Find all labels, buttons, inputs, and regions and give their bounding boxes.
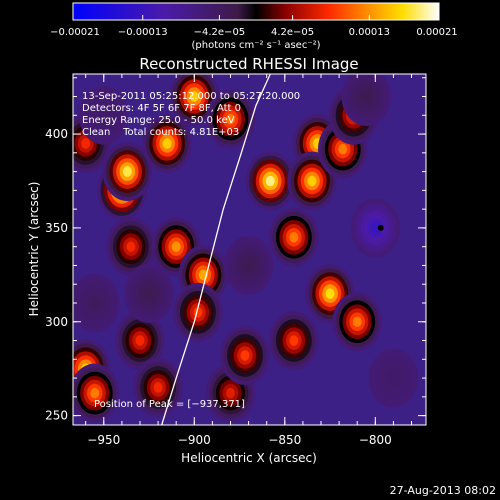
peak-position-label: Position of Peak = [−937,371] (94, 399, 245, 410)
heatmap-contour (90, 387, 100, 399)
heatmap-peak (124, 264, 174, 324)
heatmap-contour (171, 241, 181, 252)
heatmap-contour (307, 175, 317, 187)
colorbar-tick-label: 0.00013 (349, 27, 390, 38)
heatmap-contour (338, 143, 348, 155)
annotation-counts: Clean Total counts: 4.81E+03 (82, 127, 239, 138)
heatmap-peak (341, 74, 391, 126)
heatmap-peak (245, 151, 296, 211)
heatmap-contour (361, 91, 371, 102)
heatmap-peak (368, 348, 419, 408)
heatmap-peak (220, 326, 270, 385)
solar-limb-curve (161, 74, 271, 425)
heatmap-peak (102, 142, 153, 202)
y-axis-label: Heliocentric Y (arcsec) (27, 182, 41, 317)
heatmap-contour (126, 241, 136, 252)
y-tick-label: 250 (45, 409, 68, 423)
heatmap-contour (388, 372, 398, 384)
heatmap-peak (73, 273, 120, 333)
heatmap-contour (226, 113, 235, 125)
heatmap-contour (81, 138, 91, 149)
heatmap-contour (162, 138, 172, 149)
heatmap-peak (350, 198, 401, 258)
colorbar-tick-label: −4.2e−05 (194, 27, 246, 38)
heatmap-peak (106, 217, 156, 277)
colorbar-tick-label: 0.00021 (416, 27, 457, 38)
heatmap-contour (289, 232, 299, 243)
heatmap-peak (133, 358, 183, 417)
plot-frame (72, 73, 427, 426)
heatmap-peak (269, 311, 319, 370)
heatmap-contour (240, 350, 250, 361)
heatmap-blobs (73, 74, 419, 423)
colorbar-tick-label: 4.2e−05 (271, 27, 314, 38)
heatmap-contour (122, 166, 132, 177)
chart-title: Reconstructed RHESSI Image (139, 55, 358, 73)
heatmap-contour (265, 175, 275, 187)
heatmap-contour (99, 109, 109, 121)
heatmap-contour (325, 288, 335, 299)
y-tick-label: 400 (45, 127, 68, 141)
heatmap-peak (269, 207, 319, 267)
heatmap-peak (79, 85, 129, 145)
annotation-energy-range: Energy Range: 25.0 - 50.0 keV (82, 115, 235, 126)
heatmap-contour (90, 297, 100, 309)
annotation-detectors: Detectors: 4F 5F 6F 7F 8F, Att 0 (82, 103, 241, 114)
heatmap-peak (223, 236, 274, 295)
colorbar-tick-label: −0.00021 (50, 27, 100, 38)
axes: −950 −900 −850 −800 250 300 350 400 (45, 74, 426, 447)
colorbar-units-label: (photons cm⁻² s⁻¹ asec⁻²) (191, 40, 320, 51)
x-tick-label: −850 (268, 433, 301, 447)
heatmap-peak (73, 363, 120, 423)
heatmap-peak (115, 311, 165, 370)
x-tick-label: −950 (87, 433, 120, 447)
heatmap-peak (173, 282, 223, 342)
heatmap-contour (352, 316, 362, 328)
heatmap-contour (189, 91, 199, 102)
y-tick-label: 350 (45, 221, 68, 235)
heatmap-contour (153, 382, 163, 393)
heatmap-peak (205, 89, 256, 149)
x-tick-label: −800 (359, 433, 392, 447)
peak-marker (377, 224, 384, 231)
heatmap-contour (370, 222, 380, 234)
heatmap-contour (244, 260, 254, 271)
colorbar (72, 2, 440, 21)
colorbar-tick-label: −0.00013 (118, 27, 168, 38)
heatmap-contour (144, 288, 154, 299)
x-tick-label: −900 (178, 433, 211, 447)
heatmap-peak (142, 114, 192, 173)
footer-timestamp: 27-Aug-2013 08:02 (390, 484, 496, 497)
heatmap-peak (332, 292, 382, 352)
annotation-time-range: 13-Sep-2011 05:25:12.000 to 05:27:20.000 (82, 91, 300, 102)
y-tick-label: 300 (45, 315, 68, 329)
heatmap-contour (226, 387, 235, 399)
colorbar-ticks: −0.00021 −0.00013 −4.2e−05 4.2e−05 0.00013 0.… (50, 15, 458, 38)
x-axis-label: Heliocentric X (arcsec) (181, 451, 317, 465)
heatmap-contour (135, 335, 145, 346)
heatmap-contour (289, 335, 299, 346)
